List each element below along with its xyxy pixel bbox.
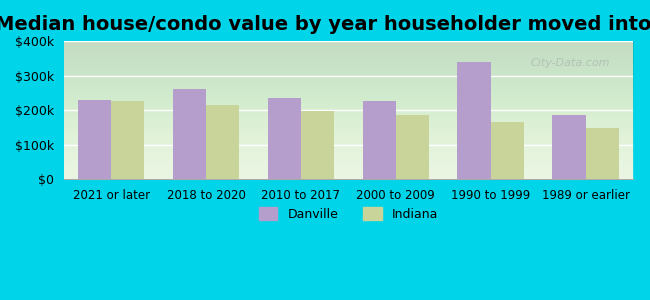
Bar bbox=[458, 62, 491, 179]
Bar bbox=[552, 116, 586, 179]
Bar bbox=[363, 100, 396, 179]
Text: City-Data.com: City-Data.com bbox=[530, 58, 610, 68]
Bar bbox=[206, 105, 239, 179]
Bar bbox=[586, 128, 619, 179]
Bar bbox=[78, 100, 111, 179]
Bar bbox=[173, 89, 206, 179]
Bar bbox=[491, 122, 524, 179]
Bar bbox=[301, 111, 334, 179]
Title: Median house/condo value by year householder moved into unit: Median house/condo value by year househo… bbox=[0, 15, 650, 34]
Bar bbox=[396, 115, 429, 179]
Bar bbox=[268, 98, 301, 179]
Bar bbox=[111, 100, 144, 179]
Legend: Danville, Indiana: Danville, Indiana bbox=[254, 202, 443, 226]
